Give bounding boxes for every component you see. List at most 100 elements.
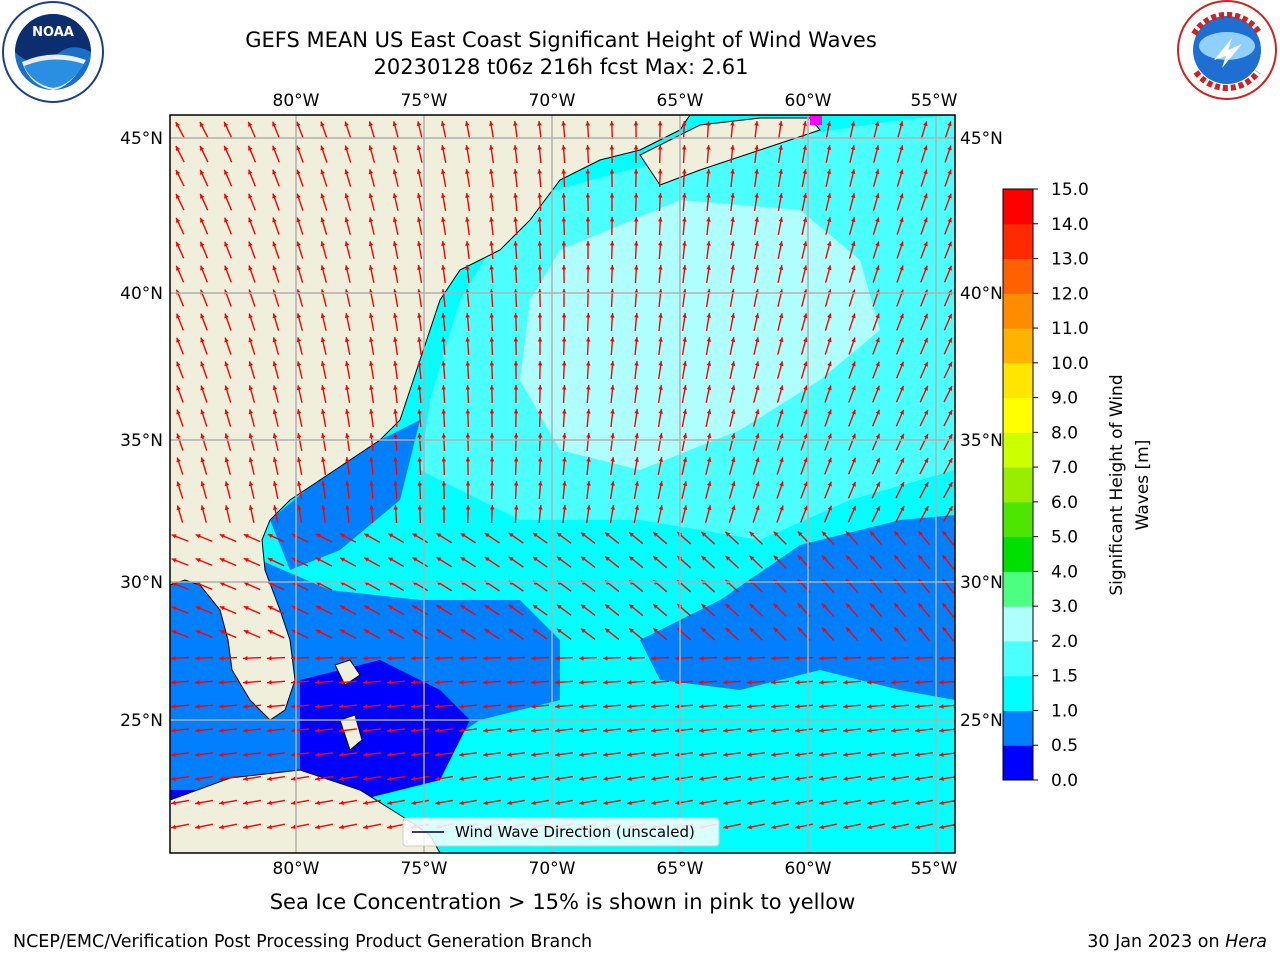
wave-arrow-head <box>345 409 350 414</box>
wave-arrow-head <box>891 655 896 661</box>
wave-arrow-head <box>585 145 591 150</box>
wave-arrow-head <box>947 241 952 247</box>
land-cuba <box>170 769 441 853</box>
wave-arrow-head <box>489 385 495 390</box>
wave-arrow-head <box>459 655 464 661</box>
wave-arrow-head <box>948 482 953 488</box>
wave-arrow-head <box>747 655 752 661</box>
wave-arrow-head <box>219 728 224 733</box>
wave-arrow-head <box>537 385 543 390</box>
wave-arrow-head <box>947 217 952 223</box>
wave-arrow-head <box>779 457 784 463</box>
wave-arrow-head <box>699 752 704 757</box>
wave-arrow-head <box>199 121 205 127</box>
wave-arrow-head <box>224 121 229 127</box>
lat-tick: 40°N <box>960 284 1003 304</box>
wave-arrow-head <box>537 361 543 366</box>
lat-tick: 25°N <box>960 711 1003 731</box>
date-text: 30 Jan 2023 on <box>1087 932 1226 952</box>
wave-arrow-head <box>802 169 808 174</box>
wave-arrow-head <box>392 145 398 151</box>
wave-arrow-head <box>513 121 518 126</box>
wave-arrow-head <box>585 337 591 342</box>
wave-arrow-head <box>267 824 272 830</box>
wave-arrow-head <box>579 704 584 709</box>
wave-arrow-head <box>291 680 296 685</box>
wave-arrow-head <box>195 606 201 611</box>
wave-arrow-head <box>243 680 248 685</box>
wave-arrow-head <box>267 680 272 685</box>
wave-arrow-head <box>556 604 562 610</box>
wave-arrow-head <box>532 604 538 610</box>
wave-arrow-head <box>320 337 326 343</box>
wave-arrow-head <box>339 728 344 733</box>
wave-arrow-head <box>465 193 470 198</box>
wave-arrow-head <box>195 704 200 709</box>
wave-arrow-head <box>459 728 464 733</box>
wave-arrow-head <box>634 457 639 462</box>
wave-arrow-head <box>797 603 803 609</box>
wave-arrow-head <box>200 409 205 415</box>
wave-arrow-head <box>730 409 736 415</box>
wave-arrow-head <box>171 680 176 685</box>
wave-arrow-head <box>915 800 920 806</box>
wave-arrow-head <box>537 433 543 438</box>
wave-arrow-head <box>537 169 542 174</box>
wave-arrow-head <box>585 193 591 198</box>
wave-arrow-head <box>802 145 808 150</box>
wave-arrow-head <box>947 169 952 175</box>
wave-arrow-head <box>435 728 440 733</box>
wave-arrow-head <box>651 704 656 709</box>
wave-arrow-head <box>675 728 680 733</box>
wave-arrow-head <box>176 361 181 367</box>
wave-arrow-head <box>651 728 656 733</box>
wave-arrow-head <box>827 433 832 439</box>
wave-arrow-head <box>435 800 440 806</box>
wave-arrow-head <box>291 800 296 806</box>
wave-arrow-head <box>845 603 851 609</box>
wave-arrow-head <box>224 217 229 223</box>
wave-arrow-head <box>392 217 398 223</box>
wave-arrow-head <box>603 776 608 781</box>
wave-arrow-head <box>826 121 832 126</box>
colorbar-tick-label: 11.0 <box>1051 319 1089 339</box>
wave-arrow-head <box>243 800 248 806</box>
wave-arrow-head <box>603 704 608 709</box>
wave-arrow-head <box>915 776 920 781</box>
wave-band-2m <box>520 200 880 470</box>
wave-arrow-head <box>843 824 848 830</box>
wave-arrow-head <box>296 121 301 127</box>
wave-arrow-head <box>243 776 248 781</box>
wave-arrow-head <box>441 241 446 246</box>
wave-arrow-head <box>723 776 728 781</box>
wave-arrow-head <box>561 385 567 390</box>
wave-arrow-head <box>555 776 560 781</box>
wave-arrow-head <box>200 337 205 343</box>
wave-arrow-head <box>171 800 176 806</box>
wave-arrow-head <box>195 776 200 781</box>
wave-arrow-head <box>947 193 952 199</box>
wave-arrow-head <box>272 193 277 199</box>
wave-arrow-head <box>633 217 639 222</box>
wave-arrow-head <box>291 704 296 709</box>
wave-arrow-head <box>537 337 543 342</box>
wave-arrow-head <box>171 752 176 757</box>
wave-arrow-head <box>441 433 447 438</box>
wave-arrow-head <box>610 409 615 414</box>
wave-arrow-head <box>243 534 249 539</box>
wave-arrow-head <box>171 824 176 830</box>
wave-arrow-head <box>513 433 519 438</box>
lat-tick: 30°N <box>120 573 163 593</box>
wave-arrow-head <box>224 265 229 271</box>
wave-arrow-head <box>795 704 800 709</box>
wave-arrow-head <box>224 169 229 175</box>
wave-arrow-head <box>296 385 302 391</box>
colorbar-tick-label: 12.0 <box>1051 284 1089 304</box>
wave-arrow-head <box>899 145 904 151</box>
wave-arrow-head <box>723 824 728 830</box>
wave-arrow-head <box>272 409 278 415</box>
wave-arrow-head <box>891 728 896 733</box>
wave-arrow-head <box>795 776 800 781</box>
wave-arrow-head <box>489 361 495 366</box>
wave-arrow-head <box>459 800 464 806</box>
